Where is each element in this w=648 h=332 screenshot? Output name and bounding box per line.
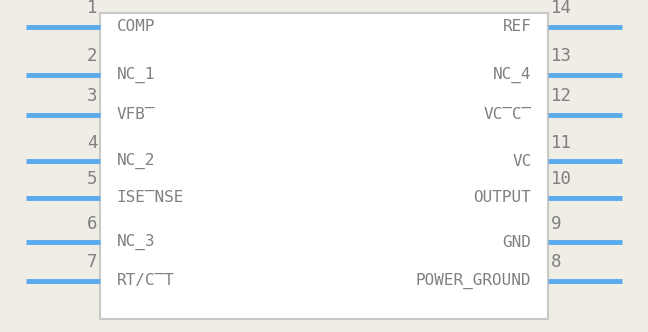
Text: 7: 7 xyxy=(87,253,97,271)
Text: 2: 2 xyxy=(87,47,97,65)
Text: 6: 6 xyxy=(87,215,97,233)
Text: GND: GND xyxy=(502,235,531,250)
Text: NC_1: NC_1 xyxy=(117,67,155,83)
Text: VC: VC xyxy=(512,153,531,169)
Text: 11: 11 xyxy=(551,134,572,152)
Text: OUTPUT: OUTPUT xyxy=(474,190,531,205)
Text: RT/C̅T: RT/C̅T xyxy=(117,273,174,288)
Text: 13: 13 xyxy=(551,47,572,65)
Text: 5: 5 xyxy=(87,170,97,188)
Text: COMP: COMP xyxy=(117,19,155,34)
Text: VFB̅: VFB̅ xyxy=(117,107,155,122)
Text: REF: REF xyxy=(502,19,531,34)
Text: VC̅C̅: VC̅C̅ xyxy=(483,107,531,122)
Text: 14: 14 xyxy=(551,0,572,17)
Text: ISE̅NSE: ISE̅NSE xyxy=(117,190,184,205)
Text: 1: 1 xyxy=(87,0,97,17)
Bar xyxy=(100,13,548,319)
Text: 4: 4 xyxy=(87,134,97,152)
Text: 9: 9 xyxy=(551,215,561,233)
Text: 3: 3 xyxy=(87,87,97,105)
Text: NC_3: NC_3 xyxy=(117,234,155,250)
Text: NC_4: NC_4 xyxy=(493,67,531,83)
Text: 8: 8 xyxy=(551,253,561,271)
Text: NC_2: NC_2 xyxy=(117,153,155,169)
Text: 12: 12 xyxy=(551,87,572,105)
Text: POWER_GROUND: POWER_GROUND xyxy=(416,273,531,289)
Text: 10: 10 xyxy=(551,170,572,188)
